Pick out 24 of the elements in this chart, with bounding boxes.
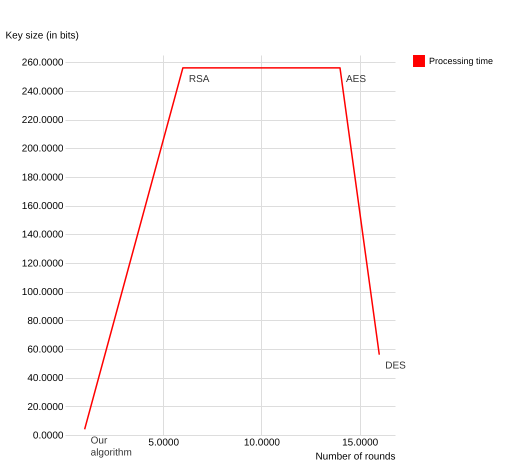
y-tick-label: 120.0000	[22, 258, 64, 270]
x-tick-label: 10.0000	[244, 438, 280, 448]
x-tick-label: 5.0000	[148, 438, 180, 448]
y-axis-title: Key size (in bits)	[6, 30, 79, 42]
y-tick-label: 60.0000	[27, 344, 64, 356]
annotation: RSA	[188, 74, 210, 85]
y-tick-label: 260.0000	[22, 58, 64, 69]
y-tick-label: 240.0000	[22, 86, 64, 98]
y-tick-label: 40.0000	[27, 373, 64, 384]
y-tick-label: 160.0000	[22, 201, 64, 212]
x-axis-title: Number of rounds	[315, 452, 396, 462]
y-tick-label: 200.0000	[22, 144, 64, 155]
annotation: AES	[346, 74, 366, 85]
y-tick-label: 20.0000	[27, 402, 64, 413]
y-tick-label: 140.0000	[22, 230, 64, 241]
y-tick-label: 180.0000	[22, 172, 64, 184]
y-tick-label: 0.0000	[32, 430, 64, 442]
annotation: DES	[385, 360, 406, 372]
y-tick-label: 220.0000	[22, 115, 64, 126]
legend-label: Processing time	[429, 56, 494, 66]
annotation: Our algorithm	[90, 435, 132, 458]
x-tick-label: 15.0000	[342, 438, 379, 448]
y-tick-label: 100.0000	[22, 287, 64, 298]
y-tick-label: 80.0000	[27, 316, 64, 327]
